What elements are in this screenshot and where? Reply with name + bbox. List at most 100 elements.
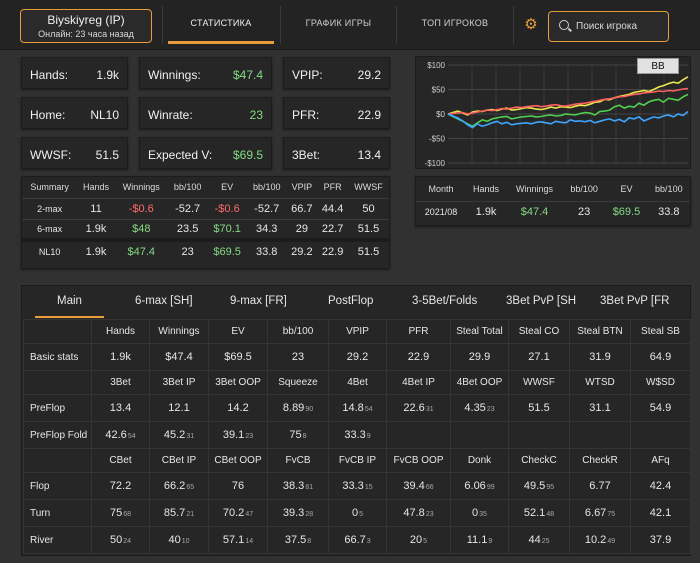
stats-cell[interactable]: 70.247 [208, 499, 268, 527]
stats-cell[interactable]: $69.5 [208, 343, 268, 371]
stats-header: 3Bet IP [149, 370, 209, 395]
stats-cell[interactable]: 6.0699 [450, 472, 509, 500]
stats-cell[interactable]: 7568 [91, 499, 150, 527]
summary-cell: $47.4 [127, 245, 156, 258]
nav-divider [280, 6, 281, 44]
stats-cell[interactable]: 758 [267, 421, 329, 449]
stats-cell[interactable]: 42.1 [630, 499, 691, 527]
tab-top-players[interactable]: ТОП ИГРОКОВ [421, 18, 489, 28]
stats-cell[interactable]: 27.1 [508, 343, 570, 371]
stats-cell[interactable] [386, 421, 451, 449]
stats-cell[interactable]: 12.1 [149, 394, 209, 422]
stats-cell[interactable]: 5024 [91, 526, 150, 554]
stats-cell[interactable]: 37.9 [630, 526, 691, 554]
stat-value: $47.4 [232, 68, 263, 82]
stats-cell-value: 50 [109, 534, 123, 546]
subtab-9max[interactable]: 9-max [FR] [230, 295, 287, 307]
stats-cell[interactable]: 39.123 [208, 421, 268, 449]
stats-cell[interactable]: 22.631 [386, 394, 451, 422]
summary-table: Summary Hands Winnings bb/100 EV bb/100 … [22, 177, 389, 261]
stats-cell[interactable]: 205 [386, 526, 451, 554]
stats-cell[interactable]: 54.9 [630, 394, 691, 422]
player-online-status: Онлайн: 23 часа назад [38, 29, 134, 39]
stats-cell[interactable]: 39.466 [386, 472, 451, 500]
subtab-main[interactable]: Main [35, 286, 104, 318]
stats-cell[interactable]: 76 [208, 472, 268, 500]
stats-header: 4Bet OOP [450, 370, 509, 395]
stats-cell[interactable]: 035 [450, 499, 509, 527]
stats-cell[interactable]: 42.4 [630, 472, 691, 500]
subtab-3-5bet-folds[interactable]: 3-5Bet/Folds [412, 295, 478, 307]
stats-header: Steal BTN [569, 319, 631, 344]
summary-cell: 23.5 [176, 222, 199, 235]
stats-cell[interactable]: 52.148 [508, 499, 570, 527]
stats-cell[interactable]: 51.5 [508, 394, 570, 422]
stat-card-winnings: Winnings: $47.4 [139, 57, 272, 89]
stats-cell[interactable]: 38.381 [267, 472, 329, 500]
stats-cell[interactable]: 10.249 [569, 526, 631, 554]
summary-header: Winnings [122, 182, 160, 193]
tab-game-chart[interactable]: ГРАФИК ИГРЫ [305, 18, 372, 28]
subtab-3bet-pvp-sh[interactable]: 3Bet PvP [SH [506, 295, 577, 307]
search-input[interactable]: Поиск игрока [548, 11, 669, 42]
stats-cell[interactable]: 64.9 [630, 343, 691, 371]
stats-cell[interactable] [450, 421, 509, 449]
stats-cell[interactable]: 1.9k [91, 343, 150, 371]
subtab-6max[interactable]: 6-max [SH] [135, 295, 193, 307]
stats-cell[interactable]: 6.77 [569, 472, 631, 500]
stat-label: WWSF: [30, 148, 72, 162]
stats-cell[interactable]: 29.2 [328, 343, 387, 371]
summary-cell: 23 [181, 245, 194, 258]
stats-cell[interactable]: 42.654 [91, 421, 150, 449]
gear-icon[interactable]: ⚙ [524, 16, 538, 33]
stats-cell[interactable]: 33.315 [328, 472, 387, 500]
stats-cell[interactable]: 05 [328, 499, 387, 527]
stats-cell[interactable] [569, 421, 631, 449]
nav-divider [162, 6, 163, 44]
stats-cell[interactable]: 31.9 [569, 343, 631, 371]
stats-cell[interactable]: 66.265 [149, 472, 209, 500]
stats-cell[interactable]: 45.231 [149, 421, 209, 449]
stats-cell[interactable]: 49.595 [508, 472, 570, 500]
stats-cell[interactable] [630, 421, 691, 449]
stats-cell[interactable] [508, 421, 570, 449]
stats-cell-value: 1.9k [110, 351, 131, 363]
stats-cell[interactable]: 11.19 [450, 526, 509, 554]
stats-cell[interactable]: 31.1 [569, 394, 631, 422]
stats-cell-value: 33.3 [344, 429, 366, 441]
player-info-box[interactable]: Biyskiyreg (IP) Онлайн: 23 часа назад [20, 9, 152, 43]
stats-cell[interactable]: 29.9 [450, 343, 509, 371]
stats-cell-sample: 9 [488, 538, 493, 545]
tab-statistics[interactable]: СТАТИСТИКА [164, 0, 278, 47]
stats-cell[interactable]: 57.114 [208, 526, 268, 554]
stats-cell-sample: 90 [305, 406, 314, 413]
subtab-postflop[interactable]: PostFlop [328, 295, 374, 307]
stats-cell[interactable]: 33.39 [328, 421, 387, 449]
stats-cell[interactable]: 8.8990 [267, 394, 329, 422]
stats-cell[interactable]: 14.2 [208, 394, 268, 422]
stats-cell-sample: 54 [127, 433, 136, 440]
stats-cell[interactable]: 66.73 [328, 526, 387, 554]
stat-card-pfr: PFR: 22.9 [283, 97, 390, 129]
stats-header: Steal SB [630, 319, 691, 344]
subtab-3bet-pvp-fr[interactable]: 3Bet PvP [FR [600, 295, 670, 307]
bb-toggle-button[interactable]: BB [637, 58, 679, 74]
stats-cell[interactable]: 4010 [149, 526, 209, 554]
stats-cell[interactable]: 39.328 [267, 499, 329, 527]
stats-cell[interactable]: $47.4 [149, 343, 209, 371]
stats-cell[interactable]: 13.4 [91, 394, 150, 422]
stats-cell-sample: 10 [181, 538, 190, 545]
stats-cell[interactable]: 22.9 [386, 343, 451, 371]
stats-cell[interactable]: 4.3523 [450, 394, 509, 422]
stats-cell[interactable]: 6.6775 [569, 499, 631, 527]
stats-cell[interactable]: 47.823 [386, 499, 451, 527]
month-header-row: Month Hands Winnings bb/100 EV bb/100 [416, 177, 690, 201]
stats-cell[interactable]: 85.721 [149, 499, 209, 527]
summary-header: PFR [323, 182, 342, 193]
stats-cell[interactable]: 14.854 [328, 394, 387, 422]
stat-value: 23 [249, 108, 263, 122]
stats-cell[interactable]: 37.58 [267, 526, 329, 554]
stats-cell[interactable]: 4425 [508, 526, 570, 554]
stats-cell[interactable]: 72.2 [91, 472, 150, 500]
stats-cell[interactable]: 23 [267, 343, 329, 371]
